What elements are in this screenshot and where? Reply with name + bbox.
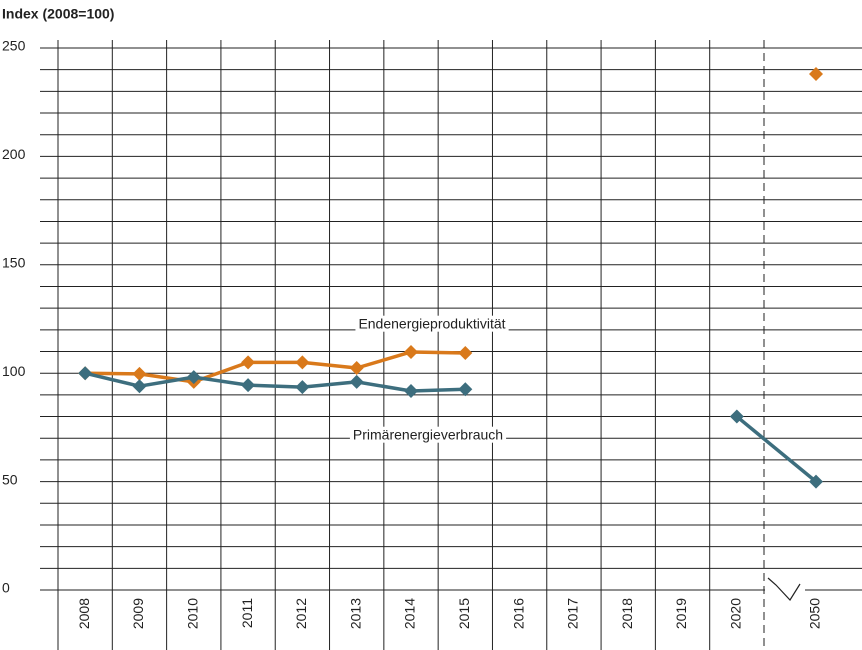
point-marker <box>78 366 93 381</box>
point-marker <box>809 67 823 82</box>
y-tick-label: 0 <box>2 580 10 596</box>
point-marker <box>349 360 364 375</box>
x-tick-label: 2013 <box>347 598 363 629</box>
point-marker <box>132 379 147 394</box>
point-marker <box>809 474 823 489</box>
break-mask <box>765 572 805 602</box>
series-label: Primärenergieverbrauch <box>353 427 503 443</box>
y-tick-label: 150 <box>2 255 26 271</box>
series-label: Endenergieproduktivität <box>358 316 505 332</box>
x-tick-label: 2015 <box>456 598 472 629</box>
y-tick-label: 100 <box>2 363 26 379</box>
point-marker <box>458 346 473 361</box>
point-marker <box>349 374 364 389</box>
series-line <box>84 371 818 483</box>
series-label-bg <box>349 426 507 443</box>
point-marker <box>729 409 744 424</box>
x-tick-label: 2011 <box>239 598 255 628</box>
x-tick-label: 2016 <box>510 598 526 629</box>
x-tick-label: 2017 <box>565 598 581 629</box>
series-label-bg <box>355 315 509 332</box>
point-marker <box>295 380 310 395</box>
series-line <box>85 74 816 382</box>
x-tick-label: 2008 <box>76 598 92 629</box>
x-tick-label: 2009 <box>130 598 146 629</box>
x-tick-label: 2010 <box>184 598 200 629</box>
point-marker <box>458 382 473 397</box>
y-tick-label: 250 <box>2 38 26 54</box>
point-marker <box>404 383 418 398</box>
x-tick-label: 2012 <box>293 598 309 629</box>
point-marker <box>241 355 256 370</box>
axis-break <box>767 577 801 601</box>
x-tick-label: 2014 <box>402 598 418 629</box>
x-tick-label: 2050 <box>807 598 823 629</box>
point-marker <box>132 366 147 381</box>
x-tick-label: 2018 <box>619 598 635 629</box>
point-marker <box>186 370 201 385</box>
point-marker <box>404 344 418 359</box>
x-tick-label: 2020 <box>728 598 744 629</box>
x-tick-label: 2019 <box>673 598 689 629</box>
chart-title: Index (2008=100) <box>2 6 114 22</box>
y-tick-label: 200 <box>2 146 26 162</box>
point-marker <box>241 378 256 393</box>
y-tick-label: 50 <box>2 471 18 487</box>
point-marker <box>295 355 310 370</box>
